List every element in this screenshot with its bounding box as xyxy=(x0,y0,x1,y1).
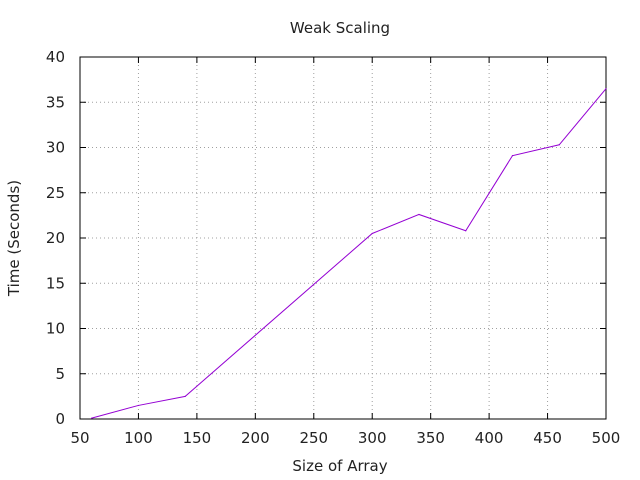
data-point xyxy=(605,88,607,90)
data-point xyxy=(184,395,186,397)
y-tick-label: 5 xyxy=(55,365,65,383)
y-tick-label: 15 xyxy=(46,274,65,292)
data-point xyxy=(465,230,467,232)
y-tick-label: 35 xyxy=(46,93,65,111)
axis-ticks: 0 5 10 15 20 25 30 35 40 50 100 150 200 250 300 350 400 4… xyxy=(46,48,620,447)
x-tick-label: 300 xyxy=(358,429,387,447)
x-tick-label: 50 xyxy=(70,429,89,447)
y-tick-label: 40 xyxy=(46,48,65,66)
plot-frame xyxy=(79,56,607,420)
y-tick-label: 30 xyxy=(46,139,65,157)
y-tick-label: 0 xyxy=(55,410,65,428)
data-point xyxy=(418,213,420,216)
data-point xyxy=(511,155,514,157)
x-tick-label: 150 xyxy=(183,429,212,447)
series-line xyxy=(91,88,607,419)
data-point xyxy=(371,232,373,235)
y-tick-label: 25 xyxy=(46,184,65,202)
x-tick-label: 400 xyxy=(475,429,504,447)
y-tick-label: 20 xyxy=(46,229,65,247)
data-point xyxy=(558,144,560,146)
x-tick-label: 500 xyxy=(592,429,621,447)
x-axis-label: Size of Array xyxy=(292,457,387,475)
x-tick-label: 450 xyxy=(533,429,562,447)
grid xyxy=(80,57,606,419)
x-tick-label: 250 xyxy=(299,429,328,447)
chart-title: Weak Scaling xyxy=(290,19,390,37)
x-tick-label: 200 xyxy=(241,429,270,447)
x-tick-label: 100 xyxy=(124,429,153,447)
plot-frame-rect xyxy=(79,56,607,420)
y-axis-label: Time (Seconds) xyxy=(5,180,23,297)
series-group xyxy=(91,88,607,419)
data-point xyxy=(91,417,93,419)
data-point xyxy=(137,404,140,407)
y-tick-label: 10 xyxy=(46,320,65,338)
x-tick-label: 350 xyxy=(416,429,445,447)
